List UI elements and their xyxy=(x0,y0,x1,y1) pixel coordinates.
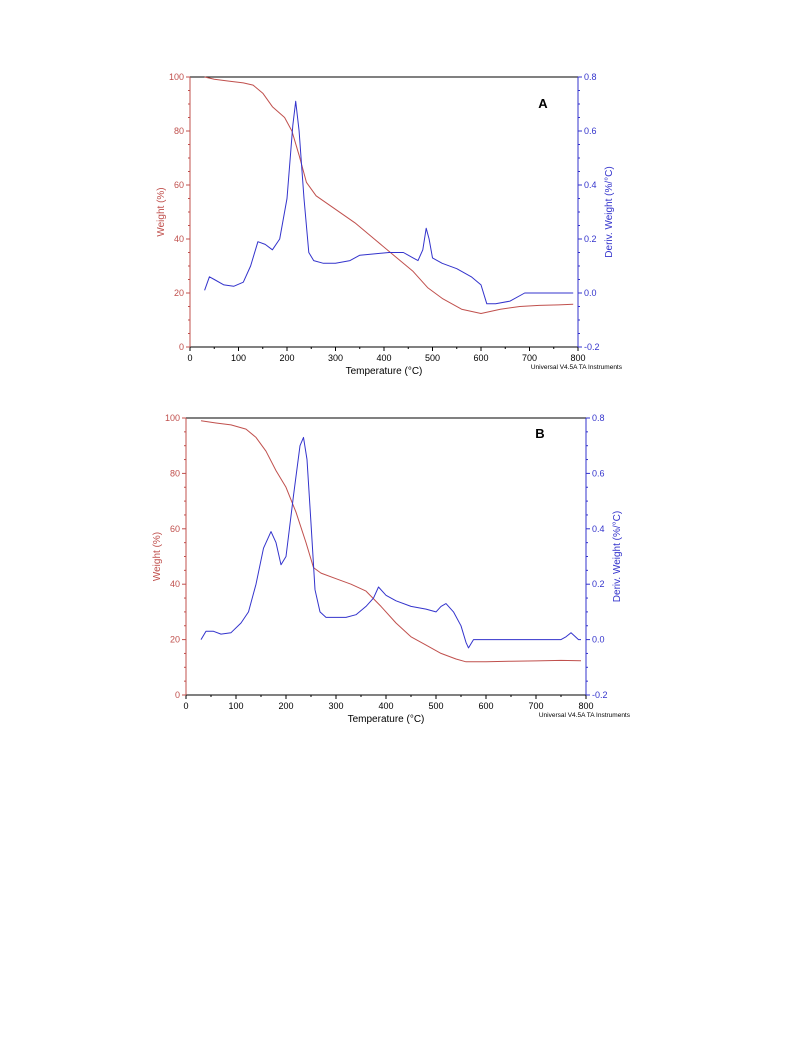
x-tick-label: 600 xyxy=(473,353,488,363)
y-right-tick-label: -0.2 xyxy=(592,690,608,700)
y-left-axis-title: Weight (%) xyxy=(156,187,167,236)
y-right-tick-label: 0.2 xyxy=(584,234,597,244)
x-tick-label: 100 xyxy=(231,353,246,363)
y-left-tick-label: 0 xyxy=(179,342,184,352)
y-left-tick-label: 60 xyxy=(174,180,184,190)
x-tick-label: 0 xyxy=(187,353,192,363)
y-right-tick-label: 0.2 xyxy=(592,579,605,589)
x-tick-label: 400 xyxy=(376,353,391,363)
tga-panel-a: 0 100 200 300 400 500 600 700 800 0 20 40 60 80 100 -0.… xyxy=(0,60,793,385)
x-axis-title: Temperature (°C) xyxy=(346,366,423,377)
y-right-tick-label: 0.4 xyxy=(584,180,597,190)
y-right-tick-label: 0.0 xyxy=(584,288,597,298)
weight-curve xyxy=(200,420,582,663)
x-tick-label: 800 xyxy=(570,353,585,363)
y-left-tick-label: 80 xyxy=(174,126,184,136)
tga-chart-a: 0 100 200 300 400 500 600 700 800 0 20 40 60 80 100 -0.… xyxy=(156,72,623,377)
x-tick-label: 100 xyxy=(228,701,243,711)
deriv-weight-curve xyxy=(200,436,581,649)
y-right-tick-label: 0.6 xyxy=(592,468,605,478)
y-right-tick-label: 0.8 xyxy=(592,413,605,423)
y-left-tick-label: 20 xyxy=(170,635,180,645)
y-right-tick-label: 0.6 xyxy=(584,126,597,136)
x-tick-label: 500 xyxy=(428,701,443,711)
y-left-tick-label: 100 xyxy=(169,72,184,82)
y-right-tick-label: 0.0 xyxy=(592,635,605,645)
x-tick-label: 700 xyxy=(528,701,543,711)
y-left-tick-label: 40 xyxy=(174,234,184,244)
y-left-tick-label: 100 xyxy=(165,413,180,423)
x-tick-label: 600 xyxy=(478,701,493,711)
x-tick-label: 300 xyxy=(328,353,343,363)
deriv-weight-curve xyxy=(204,100,574,305)
y-left-tick-label: 60 xyxy=(170,524,180,534)
tga-panel-b: 0 100 200 300 400 500 600 700 800 0 20 40 60 80 100 -0.… xyxy=(0,400,793,735)
x-tick-label: 800 xyxy=(578,701,593,711)
x-axis-title: Temperature (°C) xyxy=(348,714,425,725)
y-left-axis-title: Weight (%) xyxy=(152,532,163,581)
y-left-tick-label: 20 xyxy=(174,288,184,298)
y-right-tick-label: -0.2 xyxy=(584,342,600,352)
y-left-tick-label: 80 xyxy=(170,468,180,478)
x-tick-label: 700 xyxy=(522,353,537,363)
y-left-tick-label: 40 xyxy=(170,579,180,589)
x-tick-label: 200 xyxy=(279,353,294,363)
weight-curve xyxy=(204,76,574,314)
y-right-tick-label: 0.8 xyxy=(584,72,597,82)
x-tick-label: 300 xyxy=(328,701,343,711)
tga-chart-b: 0 100 200 300 400 500 600 700 800 0 20 40 60 80 100 -0.… xyxy=(152,413,631,725)
panel-label: A xyxy=(538,96,548,111)
y-left-tick-label: 0 xyxy=(175,690,180,700)
x-tick-label: 200 xyxy=(278,701,293,711)
y-right-axis-title: Deriv. Weight (%/°C) xyxy=(612,511,623,602)
panel-label: B xyxy=(535,426,544,441)
instrument-footer: Universal V4.5A TA Instruments xyxy=(531,364,623,371)
instrument-footer: Universal V4.5A TA Instruments xyxy=(539,712,631,719)
y-right-tick-label: 0.4 xyxy=(592,524,605,534)
y-right-axis-title: Deriv. Weight (%/°C) xyxy=(604,166,615,257)
x-tick-label: 0 xyxy=(183,701,188,711)
x-tick-label: 500 xyxy=(425,353,440,363)
x-tick-label: 400 xyxy=(378,701,393,711)
